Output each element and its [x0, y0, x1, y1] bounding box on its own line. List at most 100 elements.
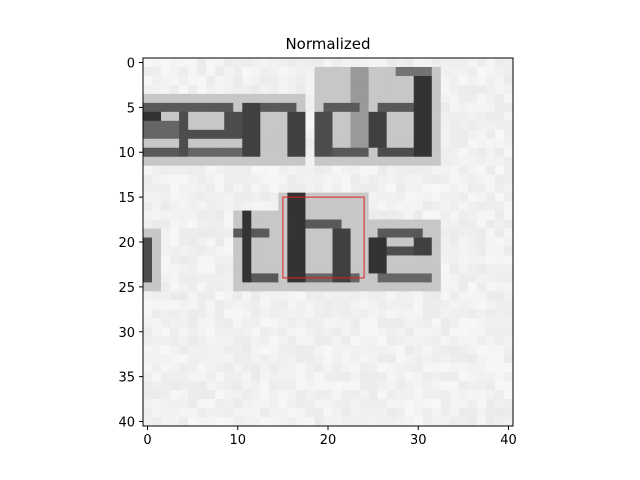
heatmap-cell — [305, 66, 315, 77]
heatmap-cell — [386, 138, 397, 149]
heatmap-cell — [323, 138, 333, 149]
heatmap-cell — [251, 372, 261, 382]
heatmap-cell — [143, 309, 153, 319]
heatmap-cell — [296, 246, 306, 256]
heatmap-cell — [458, 390, 469, 400]
heatmap-cell — [152, 345, 162, 355]
heatmap-cell — [242, 399, 252, 409]
heatmap-cell — [503, 174, 514, 185]
heatmap-cell — [413, 309, 424, 319]
heatmap-cell — [179, 318, 189, 328]
heatmap-cell — [341, 147, 351, 158]
heatmap-cell — [413, 363, 424, 373]
heatmap-cell — [206, 246, 216, 256]
heatmap-cell — [404, 129, 415, 140]
heatmap-cell — [251, 390, 261, 400]
heatmap-cell — [224, 183, 234, 194]
heatmap-cell — [503, 381, 514, 391]
heatmap-cell — [197, 156, 207, 167]
heatmap-cell — [413, 138, 424, 149]
heatmap-cell — [206, 75, 216, 86]
heatmap-cell — [179, 300, 189, 310]
heatmap-cell — [377, 372, 388, 382]
heatmap-cell — [224, 111, 234, 122]
heatmap-cell — [413, 354, 424, 364]
heatmap-cell — [215, 309, 225, 319]
heatmap-cell — [494, 129, 505, 140]
heatmap-cell — [431, 219, 442, 229]
heatmap-cell — [161, 381, 171, 391]
heatmap-cell — [485, 354, 496, 364]
heatmap-cell — [467, 372, 478, 382]
heatmap-cell — [179, 399, 189, 409]
heatmap-cell — [215, 192, 225, 203]
heatmap-cell — [179, 327, 189, 337]
heatmap-cell — [458, 210, 469, 220]
heatmap-cell — [260, 210, 270, 220]
heatmap-cell — [251, 66, 261, 77]
heatmap-cell — [323, 309, 333, 319]
heatmap-cell — [314, 282, 324, 292]
heatmap-cell — [224, 345, 234, 355]
heatmap-cell — [197, 219, 207, 229]
heatmap-cell — [296, 327, 306, 337]
heatmap-cell — [224, 58, 234, 68]
heatmap-cell — [197, 93, 207, 104]
heatmap-cell — [197, 120, 207, 131]
heatmap-cell — [458, 345, 469, 355]
heatmap-cell — [485, 363, 496, 373]
heatmap-cell — [188, 165, 198, 176]
heatmap-cell — [431, 210, 442, 220]
heatmap-cell — [377, 111, 388, 122]
heatmap-cell — [314, 219, 324, 229]
heatmap-cell — [296, 84, 306, 95]
heatmap-cell — [269, 111, 279, 122]
heatmap-cell — [224, 363, 234, 373]
heatmap-cell — [386, 381, 397, 391]
heatmap-cell — [242, 120, 252, 131]
heatmap-cell — [332, 183, 342, 194]
heatmap-cell — [269, 165, 279, 176]
heatmap-cell — [179, 345, 189, 355]
heatmap-cell — [422, 381, 433, 391]
heatmap-cell — [440, 372, 451, 382]
heatmap-cell — [341, 408, 351, 418]
heatmap-cell — [476, 390, 487, 400]
heatmap-cell — [206, 165, 216, 176]
heatmap-cell — [467, 255, 478, 265]
heatmap-cell — [332, 156, 342, 167]
heatmap-cell — [179, 120, 189, 131]
heatmap-cell — [233, 165, 243, 176]
heatmap-cell — [323, 318, 333, 328]
heatmap-cell — [431, 390, 442, 400]
heatmap-cell — [215, 417, 225, 427]
heatmap-cell — [296, 399, 306, 409]
heatmap-cell — [341, 219, 351, 229]
heatmap-cell — [440, 192, 451, 203]
heatmap-cell — [422, 201, 433, 211]
heatmap-cell — [404, 336, 415, 346]
heatmap-cell — [467, 246, 478, 256]
heatmap-cell — [485, 228, 496, 238]
heatmap-cell — [278, 156, 288, 167]
heatmap-cell — [332, 417, 342, 427]
heatmap-cell — [494, 210, 505, 220]
heatmap-cell — [386, 255, 397, 265]
heatmap-cell — [161, 246, 171, 256]
heatmap-cell — [278, 138, 288, 149]
heatmap-cell — [161, 138, 171, 149]
heatmap-cell — [440, 408, 451, 418]
heatmap-cell — [350, 363, 360, 373]
heatmap-cell — [233, 255, 243, 265]
heatmap-cell — [476, 84, 487, 95]
heatmap-cell — [224, 264, 234, 274]
heatmap-cell — [476, 93, 487, 104]
heatmap-cell — [332, 75, 342, 86]
heatmap-cell — [467, 336, 478, 346]
heatmap-cell — [206, 237, 216, 247]
heatmap-cell — [296, 336, 306, 346]
heatmap-cell — [467, 93, 478, 104]
heatmap-cell — [143, 66, 153, 77]
heatmap-cell — [404, 399, 415, 409]
heatmap-cell — [494, 192, 505, 203]
